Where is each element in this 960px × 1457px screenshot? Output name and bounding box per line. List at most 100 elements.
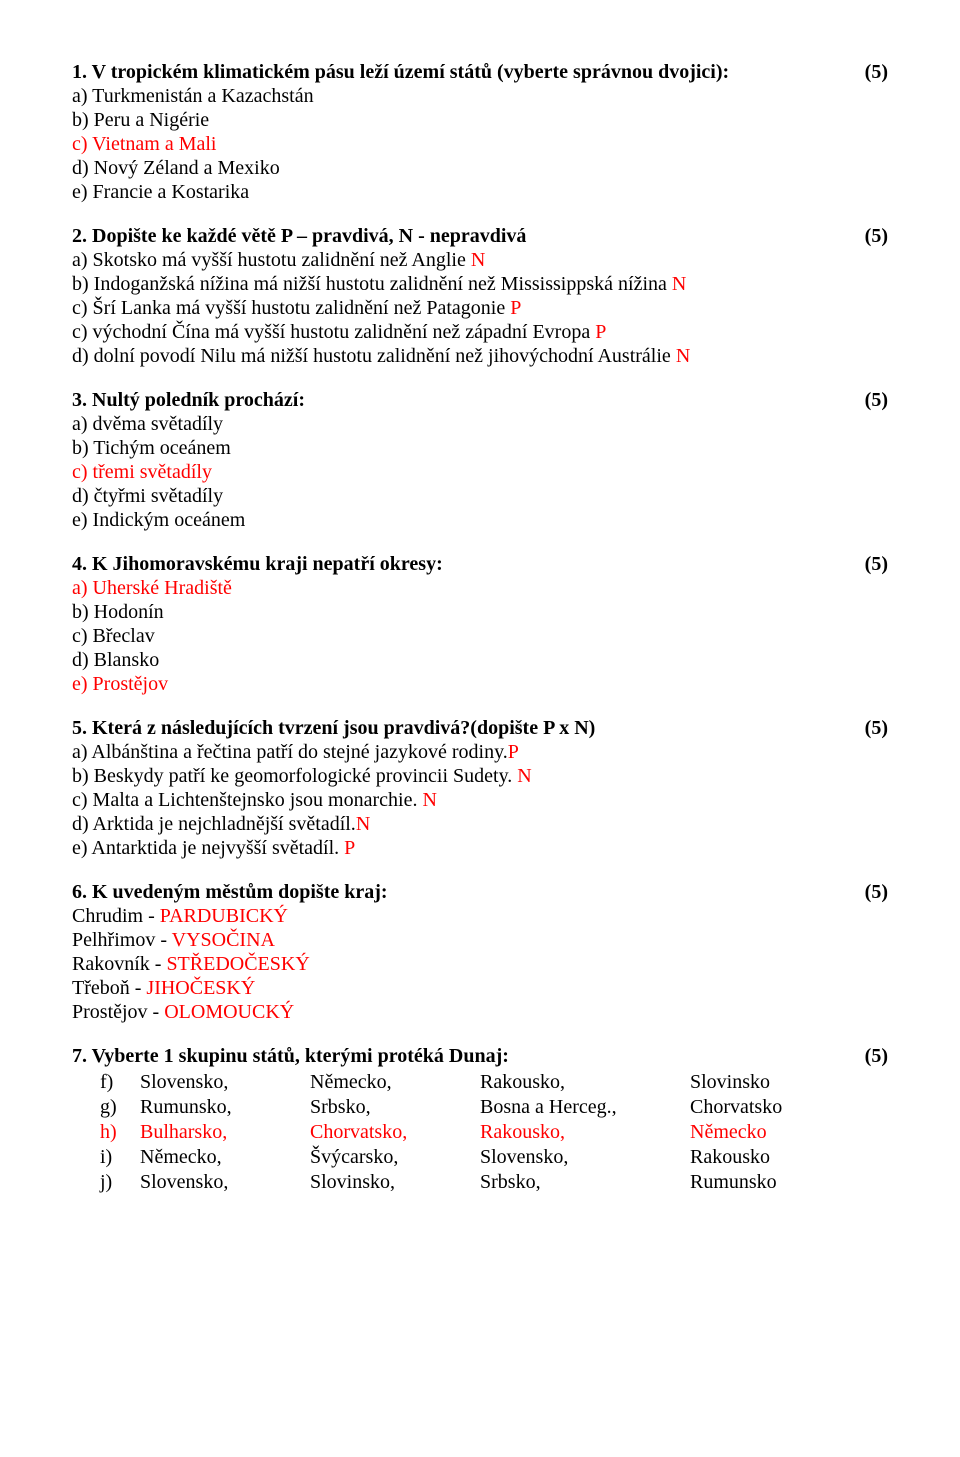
q7-row-country-4: Chorvatsko [690,1095,860,1120]
q6-row-b: Pelhřimov - VYSOČINA [72,928,888,952]
q3-option-a: a) dvěma světadíly [72,412,888,436]
q5-e-text: e) Antarktida je nejvyšší světadíl. [72,837,339,859]
q7-row-letter: i) [100,1145,140,1170]
q6-b-city: Pelhřimov - [72,929,172,951]
q4-option-d: d) Blansko [72,648,888,672]
question-7-title: 7. Vyberte 1 skupinu států, kterými prot… [72,1044,509,1068]
q2-b-text: b) Indoganžská nížina má nižší hustotu z… [72,273,672,295]
q3-option-b: b) Tichým oceánem [72,436,888,460]
q7-table: f)Slovensko,Německo,Rakousko,Slovinskog)… [100,1070,860,1195]
q2-option-d: d) dolní povodí Nilu má nižší hustotu za… [72,344,888,368]
q5-option-c: c) Malta a Lichtenštejnsko jsou monarchi… [72,788,888,812]
question-2: 2. Dopište ke každé větě P – pravdivá, N… [72,224,888,368]
q5-d-answer: N [356,813,370,835]
question-7: 7. Vyberte 1 skupinu států, kterými prot… [72,1044,888,1195]
q7-row-country-2: Německo, [310,1070,480,1095]
question-1-header: 1. V tropickém klimatickém pásu leží úze… [72,60,888,84]
q2-option-c2: c) východní Čína má vyšší hustotu zalidn… [72,320,888,344]
q7-row-country-2: Srbsko, [310,1095,480,1120]
q1-option-d: d) Nový Zéland a Mexiko [72,156,888,180]
q1-option-c: c) Vietnam a Mali [72,132,888,156]
q4-option-b: b) Hodonín [72,600,888,624]
q4-option-c: c) Břeclav [72,624,888,648]
question-3: 3. Nultý poledník prochází: (5) a) dvěma… [72,388,888,532]
question-6-header: 6. K uvedeným městům dopište kraj: (5) [72,880,888,904]
q4-option-e: e) Prostějov [72,672,888,696]
question-4-title: 4. K Jihomoravskému kraji nepatří okresy… [72,552,443,576]
q2-c2-answer: P [595,321,606,343]
q3-option-e: e) Indickým oceánem [72,508,888,532]
q2-a-text: a) Skotsko má vyšší hustotu zalidnění ne… [72,249,471,271]
q4-option-a: a) Uherské Hradiště [72,576,888,600]
q7-row-country-3: Rakousko, [480,1070,690,1095]
q2-option-a: a) Skotsko má vyšší hustotu zalidnění ne… [72,248,888,272]
q5-e-answer: P [339,837,355,859]
q6-a-answer: PARDUBICKÝ [160,905,288,927]
q2-option-b: b) Indoganžská nížina má nižší hustotu z… [72,272,888,296]
q7-row: j)Slovensko,Slovinsko,Srbsko,Rumunsko [100,1170,860,1195]
q7-row-letter: h) [100,1120,140,1145]
q7-row-country-1: Slovensko, [140,1170,310,1195]
question-1: 1. V tropickém klimatickém pásu leží úze… [72,60,888,204]
q5-b-text: b) Beskydy patří ke geomorfologické prov… [72,765,512,787]
q5-option-b: b) Beskydy patří ke geomorfologické prov… [72,764,888,788]
q2-c1-answer: P [510,297,521,319]
q2-d-text: d) dolní povodí Nilu má nižší hustotu za… [72,345,676,367]
q7-row: g)Rumunsko,Srbsko,Bosna a Herceg.,Chorva… [100,1095,860,1120]
question-6: 6. K uvedeným městům dopište kraj: (5) C… [72,880,888,1024]
q6-row-d: Třeboň - JIHOČESKÝ [72,976,888,1000]
question-2-points: (5) [845,224,888,248]
q5-a-answer: P [508,741,519,763]
question-6-points: (5) [845,880,888,904]
q5-b-answer: N [512,765,531,787]
q7-row: i)Německo, Švýcarsko,Slovensko,Rakousko [100,1145,860,1170]
q2-b-answer: N [672,273,686,295]
q6-c-answer: STŘEDOČESKÝ [166,953,309,975]
q5-c-answer: N [417,789,436,811]
q3-option-c: c) třemi světadíly [72,460,888,484]
q6-row-c: Rakovník - STŘEDOČESKÝ [72,952,888,976]
q2-d-answer: N [676,345,690,367]
q6-d-city: Třeboň - [72,977,146,999]
q7-row-country-4: Německo [690,1120,860,1145]
q1-option-e: e) Francie a Kostarika [72,180,888,204]
q2-c2-text: c) východní Čína má vyšší hustotu zalidn… [72,321,595,343]
q2-option-c1: c) Šrí Lanka má vyšší hustotu zalidnění … [72,296,888,320]
q7-row-letter: g) [100,1095,140,1120]
q1-option-b: b) Peru a Nigérie [72,108,888,132]
q7-row-country-2: Slovinsko, [310,1170,480,1195]
q7-row-country-4: Slovinsko [690,1070,860,1095]
q2-c1-text: c) Šrí Lanka má vyšší hustotu zalidnění … [72,297,510,319]
q5-d-text: d) Arktida je nejchladnější světadíl. [72,813,356,835]
question-5-points: (5) [845,716,888,740]
q7-row-country-4: Rakousko [690,1145,860,1170]
q7-row-country-1: Německo, [140,1145,310,1170]
question-4-points: (5) [845,552,888,576]
q7-row-country-3: Slovensko, [480,1145,690,1170]
q6-e-city: Prostějov - [72,1001,164,1023]
q7-row-country-4: Rumunsko [690,1170,860,1195]
q6-c-city: Rakovník - [72,953,166,975]
q1-option-a: a) Turkmenistán a Kazachstán [72,84,888,108]
q5-c-text: c) Malta a Lichtenštejnsko jsou monarchi… [72,789,417,811]
question-3-title: 3. Nultý poledník prochází: [72,388,305,412]
question-7-points: (5) [845,1044,888,1068]
question-6-title: 6. K uvedeným městům dopište kraj: [72,880,388,904]
q6-row-e: Prostějov - OLOMOUCKÝ [72,1000,888,1024]
q7-row-country-3: Bosna a Herceg., [480,1095,690,1120]
q7-row-letter: j) [100,1170,140,1195]
q7-row-country-1: Rumunsko, [140,1095,310,1120]
q7-row-country-1: Bulharsko, [140,1120,310,1145]
q7-row-country-1: Slovensko, [140,1070,310,1095]
q6-row-a: Chrudim - PARDUBICKÝ [72,904,888,928]
q6-e-answer: OLOMOUCKÝ [164,1001,294,1023]
q7-row-country-2: Chorvatsko, [310,1120,480,1145]
q7-row-country-2: Švýcarsko, [310,1145,480,1170]
question-5-header: 5. Která z následujících tvrzení jsou pr… [72,716,888,740]
q7-row: h)Bulharsko,Chorvatsko,Rakousko,Německo [100,1120,860,1145]
q5-option-d: d) Arktida je nejchladnější světadíl.N [72,812,888,836]
question-1-points: (5) [845,60,888,84]
q2-a-answer: N [471,249,485,271]
q5-option-a: a) Albánština a řečtina patří do stejné … [72,740,888,764]
question-1-title: 1. V tropickém klimatickém pásu leží úze… [72,60,729,84]
